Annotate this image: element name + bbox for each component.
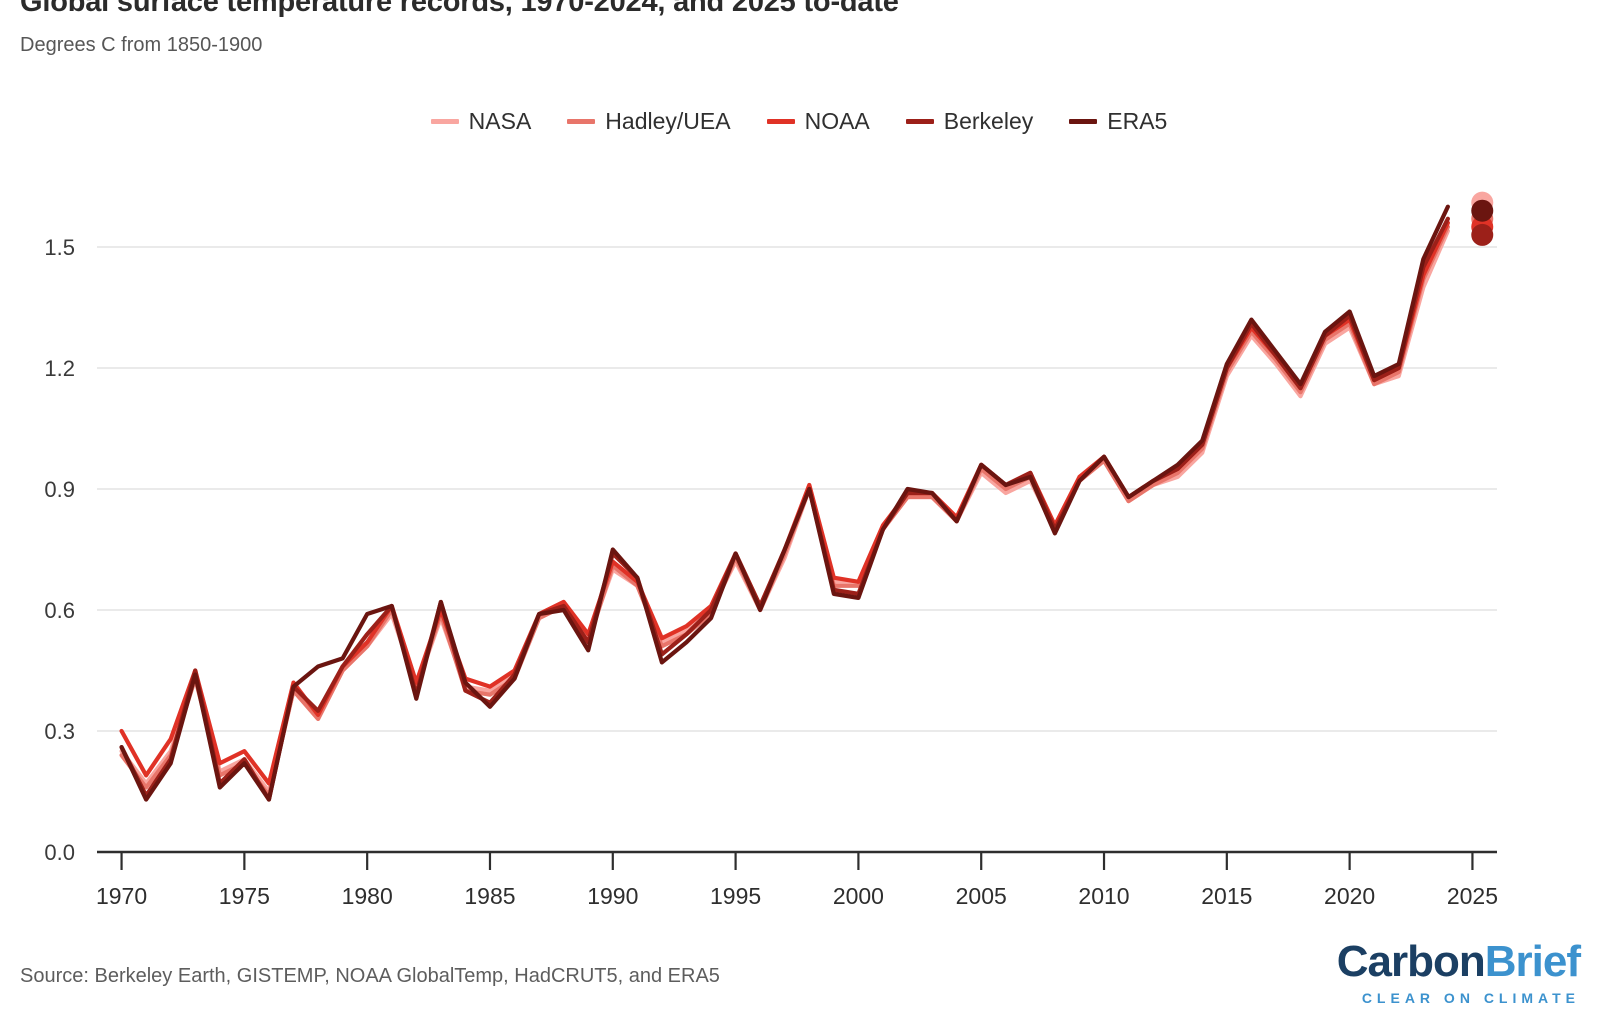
carbonbrief-logo: CarbonBrief CLEAR ON CLIMATE bbox=[1336, 937, 1581, 1006]
x-axis-tick-label: 2020 bbox=[1324, 883, 1375, 909]
x-axis-tick-label: 1990 bbox=[587, 883, 638, 909]
line-chart-plot: 0.0 0.3 0.6 0.9 1.2 1.5 1970 1975 1980 1985 1990 19… bbox=[44, 191, 1498, 909]
page-title: Global surface temperature records, 1970… bbox=[20, 0, 899, 18]
logo-primary-text: Carbon bbox=[1336, 937, 1486, 986]
marker-2025-berkeley bbox=[1471, 223, 1494, 246]
legend-item-label: Berkeley bbox=[943, 108, 1034, 134]
x-axis-tick-label: 1995 bbox=[710, 883, 761, 909]
series-line-era5 bbox=[119, 204, 1450, 802]
x-axis-tick-label: 2015 bbox=[1201, 883, 1252, 909]
y-axis-tick-label: 0.0 bbox=[44, 840, 75, 865]
source-note: Source: Berkeley Earth, GISTEMP, NOAA Gl… bbox=[20, 965, 720, 987]
legend-item-label: NASA bbox=[468, 108, 532, 134]
series-line-noaa bbox=[119, 220, 1450, 786]
marker-2025-era5 bbox=[1471, 199, 1494, 222]
legend-swatch-icon bbox=[1069, 119, 1098, 124]
legend-item-noaa[interactable]: NOAA bbox=[766, 108, 870, 135]
x-axis-tick-label: 1970 bbox=[96, 883, 147, 909]
legend-item-hadley-uea[interactable]: Hadley/UEA bbox=[567, 108, 731, 135]
x-axis-tick-label: 2025 bbox=[1447, 883, 1498, 909]
legend-swatch-icon bbox=[905, 119, 934, 124]
legend-item-label: Hadley/UEA bbox=[605, 108, 731, 134]
x-axis-tick-label: 2000 bbox=[833, 883, 884, 909]
x-axis-tick-label: 2005 bbox=[956, 883, 1007, 909]
y-axis-tick-label: 0.3 bbox=[44, 719, 75, 744]
chart-legend: NASA Hadley/UEA NOAA Berkeley ERA5 bbox=[0, 108, 1598, 135]
x-axis-tick-label: 2010 bbox=[1078, 883, 1129, 909]
x-axis-tick-label: 1980 bbox=[342, 883, 393, 909]
legend-item-era5[interactable]: ERA5 bbox=[1069, 108, 1167, 135]
y-axis-tick-label: 0.6 bbox=[44, 598, 75, 623]
logo-tagline: CLEAR ON CLIMATE bbox=[1361, 990, 1580, 1006]
legend-swatch-icon bbox=[567, 119, 596, 124]
legend-item-label: ERA5 bbox=[1107, 108, 1168, 134]
page-subtitle: Degrees C from 1850-1900 bbox=[20, 34, 263, 56]
x-axis-tick-label: 1985 bbox=[464, 883, 515, 909]
legend-swatch-icon bbox=[766, 119, 795, 124]
y-axis-tick-label: 1.5 bbox=[44, 235, 75, 260]
legend-item-label: NOAA bbox=[804, 108, 870, 134]
logo-secondary-text: Brief bbox=[1484, 937, 1581, 986]
y-axis-tick-label: 0.9 bbox=[44, 477, 75, 502]
x-axis-tick-label: 1975 bbox=[219, 883, 270, 909]
y-axis-tick-label: 1.2 bbox=[44, 356, 75, 381]
legend-item-berkeley[interactable]: Berkeley bbox=[905, 108, 1034, 135]
legend-swatch-icon bbox=[430, 119, 459, 124]
legend-item-nasa[interactable]: NASA bbox=[430, 108, 532, 135]
